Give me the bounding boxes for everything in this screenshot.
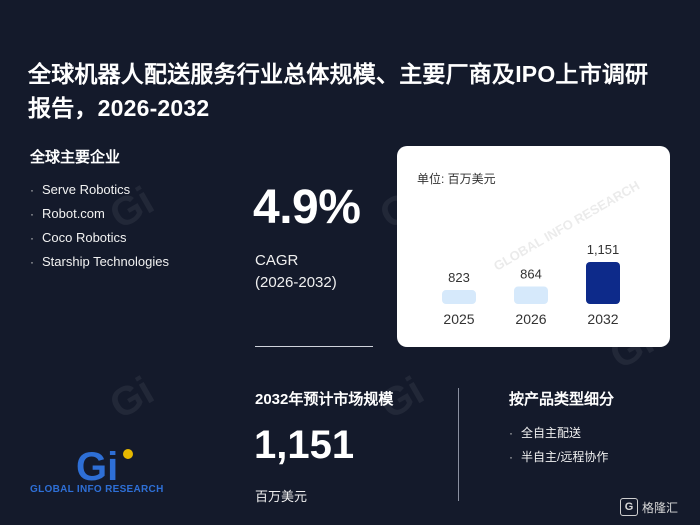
svg-text:Gi: Gi <box>76 445 118 484</box>
market-unit: 百万美元 <box>255 489 308 504</box>
list-item: · Serve Robotics <box>30 178 169 202</box>
bullet-icon: · <box>30 255 34 269</box>
badge-text: 格隆汇 <box>642 500 679 515</box>
company-name: Robot.com <box>42 206 105 221</box>
svg-text:Gi: Gi <box>103 369 162 428</box>
market-heading: 2032年预计市场规模 <box>255 391 394 408</box>
segment-name: 全自主配送 <box>521 426 582 440</box>
category-label: 2025 <box>443 311 474 327</box>
list-item: · Robot.com <box>30 202 169 226</box>
bullet-icon: · <box>30 231 34 245</box>
chart-unit-label: 单位: 百万美元 <box>417 172 496 186</box>
segment-name: 半自主/远程协作 <box>521 450 609 464</box>
bullet-icon: · <box>509 426 513 440</box>
logo: Gi GLOBAL INFO RESEARCH <box>30 442 190 502</box>
bullet-icon: · <box>30 183 34 197</box>
company-name: Serve Robotics <box>42 182 131 197</box>
market-value: 1,151 <box>254 423 355 467</box>
vertical-divider <box>458 388 459 501</box>
bar-value-label: 864 <box>520 267 542 282</box>
cagr-value: 4.9% <box>253 181 361 234</box>
company-list: · Serve Robotics · Robot.com · Coco Robotic… <box>30 178 169 274</box>
segment-heading: 按产品类型细分 <box>509 391 615 408</box>
list-item: · Starship Technologies <box>30 250 169 274</box>
cagr-label: CAGR (2026-2032) <box>255 250 337 294</box>
source-badge: G 格隆汇 <box>620 497 678 517</box>
bullet-icon: · <box>30 207 34 221</box>
page-title: 全球机器人配送服务行业总体规模、主要厂商及IPO上市调研报告，2026-2032 <box>28 61 649 121</box>
company-name: Starship Technologies <box>42 254 169 269</box>
segment-list: · 全自主配送 · 半自主/远程协作 <box>509 421 608 469</box>
company-name: Coco Robotics <box>42 230 127 245</box>
bar-value-label: 823 <box>448 270 470 285</box>
cagr-period: (2026-2032) <box>255 274 337 291</box>
list-item: · Coco Robotics <box>30 226 169 250</box>
bar-chart: 823 2025 864 2026 1,151 2032 <box>442 242 620 327</box>
logo-mark-icon: Gi <box>76 445 133 484</box>
cagr-label-text: CAGR <box>255 252 299 269</box>
list-item: · 全自主配送 <box>509 421 608 445</box>
companies-heading: 全球主要企业 <box>30 149 121 166</box>
bar-2032 <box>586 262 620 304</box>
logo-text: GLOBAL INFO RESEARCH <box>30 484 164 495</box>
category-label: 2026 <box>515 311 546 327</box>
bar-2026 <box>514 286 548 304</box>
badge-logo-icon: G <box>620 498 638 516</box>
list-item: · 半自主/远程协作 <box>509 445 608 469</box>
bullet-icon: · <box>509 450 513 464</box>
bar-2025 <box>442 290 476 304</box>
bar-value-label: 1,151 <box>587 242 620 257</box>
category-label: 2032 <box>587 311 618 327</box>
chart-card: GLOBAL INFO RESEARCH 单位: 百万美元 823 2025 864… <box>397 146 670 347</box>
divider <box>255 346 373 347</box>
